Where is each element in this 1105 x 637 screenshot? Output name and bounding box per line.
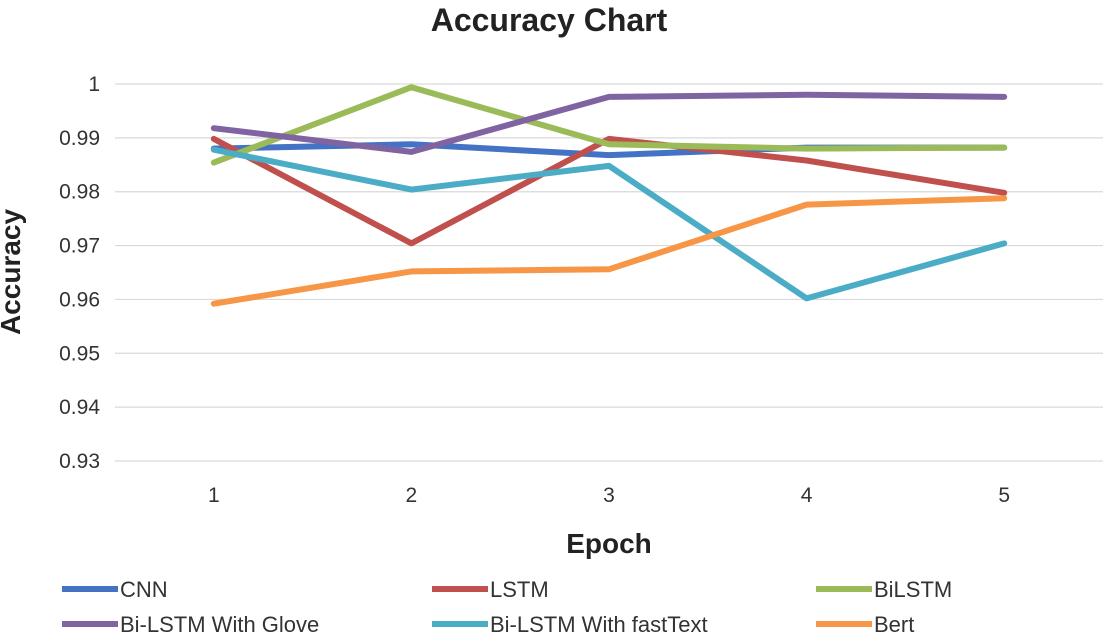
y-tick-label: 0.94 — [59, 396, 100, 419]
series-line-2 — [210, 135, 1008, 247]
x-tick-label: 2 — [406, 484, 418, 507]
x-tick-label: 4 — [801, 484, 813, 507]
legend-item: Bi-LSTM With fastText — [432, 612, 708, 637]
legend-label: Bert — [874, 612, 914, 637]
y-tick-label: 0.98 — [59, 181, 100, 204]
legend-label: LSTM — [490, 577, 549, 602]
y-tick-label: 0.99 — [59, 127, 100, 150]
legend-item: BiLSTM — [816, 577, 952, 602]
series-line-6 — [210, 195, 1008, 307]
y-tick-label: 0.95 — [59, 342, 100, 365]
y-tick-label: 0.96 — [59, 288, 100, 311]
x-tick-label: 5 — [998, 484, 1010, 507]
series-line-5 — [210, 146, 1008, 302]
x-axis-tick-labels: 1 2 3 4 5 — [208, 484, 1010, 507]
series-line-4 — [210, 91, 1008, 155]
legend-item: CNN — [62, 577, 168, 602]
x-tick-label: 3 — [603, 484, 615, 507]
legend-item: Bert — [816, 612, 914, 637]
y-axis-tick-labels: 0.93 0.94 0.95 0.96 0.97 0.98 0.99 1 — [59, 73, 100, 473]
x-axis-title: Epoch — [566, 528, 652, 559]
legend-label: BiLSTM — [874, 577, 952, 602]
legend-label: Bi-LSTM With fastText — [490, 612, 708, 637]
legend-label: Bi-LSTM With Glove — [120, 612, 319, 637]
legend-label: CNN — [120, 577, 168, 602]
y-tick-label: 0.93 — [59, 450, 100, 473]
data-series — [210, 84, 1008, 307]
legend-item: LSTM — [432, 577, 549, 602]
y-tick-label: 1 — [88, 73, 100, 96]
legend-item: Bi-LSTM With Glove — [62, 612, 319, 637]
y-tick-label: 0.97 — [59, 235, 100, 258]
x-tick-label: 1 — [208, 484, 220, 507]
series-line-3 — [210, 84, 1008, 166]
y-axis-title: Accuracy — [0, 209, 26, 336]
legend: CNN LSTM BiLSTM Bi-LSTM With Glove Bi-LSTM W… — [62, 577, 952, 637]
chart-title: Accuracy Chart — [431, 2, 668, 38]
